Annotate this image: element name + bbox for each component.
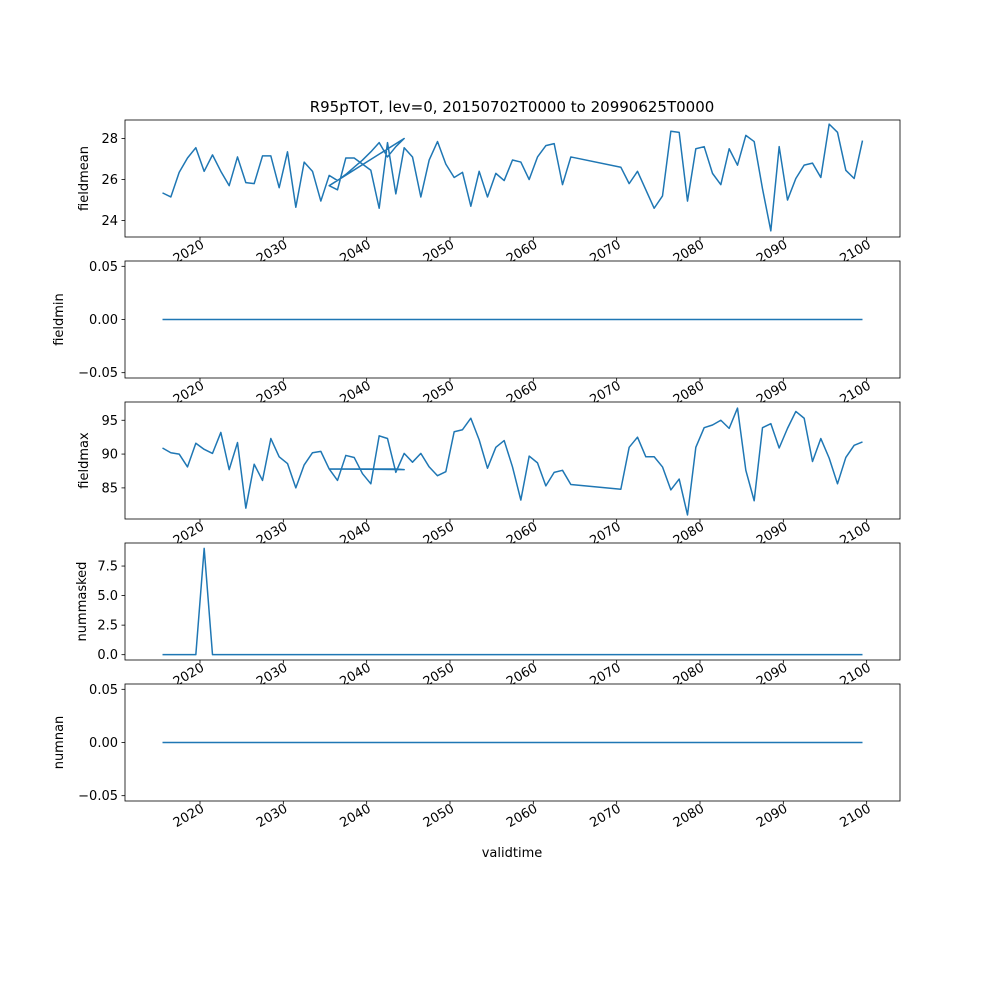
y-tick-label: 95: [101, 414, 118, 429]
y-axis-label-fieldmin: fieldmin: [52, 293, 67, 346]
y-axis-label-nummasked: nummasked: [75, 562, 90, 642]
y-tick-label: −0.05: [78, 366, 118, 381]
series-line-fieldmean: [162, 123, 864, 232]
y-axis-label-numnan: numnan: [52, 716, 67, 770]
y-tick-label: 2.5: [97, 619, 118, 634]
y-tick-label: 0.05: [89, 260, 118, 275]
y-tick-label: 28: [101, 132, 118, 147]
y-tick-label: −0.05: [78, 789, 118, 804]
overlap-mask: [0, 402, 1000, 520]
y-tick-label: 0.05: [89, 683, 118, 698]
y-axis-label-fieldmean: fieldmean: [77, 146, 92, 211]
axes-frame: [124, 542, 901, 661]
y-axis-label-fieldmax: fieldmax: [77, 432, 92, 489]
y-tick-label: 85: [101, 481, 118, 496]
y-tick-label: 90: [101, 448, 118, 463]
y-tick-label: 0.0: [97, 648, 118, 663]
series-line-nummasked: [162, 547, 863, 656]
y-tick-label: 0.00: [89, 313, 118, 328]
y-tick-label: 0.00: [89, 736, 118, 751]
overlap-mask: [0, 543, 1000, 661]
y-tick-label: 26: [101, 173, 118, 188]
axes-frame: [124, 401, 901, 520]
y-tick-label: 5.0: [97, 589, 118, 604]
axes-frame: [124, 119, 901, 238]
chart-title: R95pTOT, lev=0, 20150702T0000 to 2099062…: [310, 98, 715, 116]
y-tick-label: 24: [101, 214, 118, 229]
y-tick-label: 7.5: [97, 560, 118, 575]
series-line-fieldmax: [162, 407, 863, 516]
x-axis-label: validtime: [482, 846, 543, 861]
